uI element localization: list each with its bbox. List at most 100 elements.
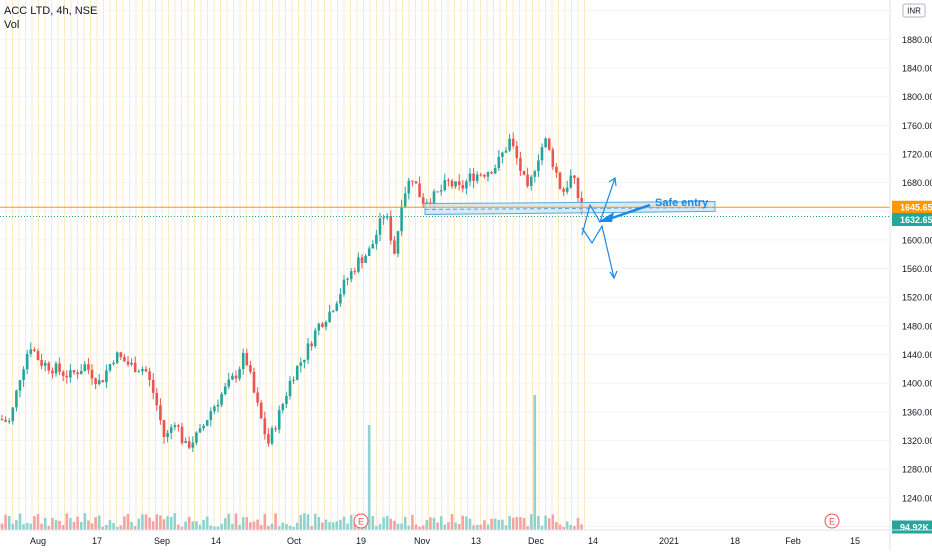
candle xyxy=(72,370,76,373)
volume-bar xyxy=(367,425,371,530)
volume-bar xyxy=(36,514,40,530)
volume-bar xyxy=(519,517,522,530)
volume-bar xyxy=(414,524,418,530)
volume-bar xyxy=(216,526,220,530)
volume-bar xyxy=(349,514,353,530)
candle xyxy=(324,322,328,327)
volume-bar xyxy=(429,517,432,530)
candle xyxy=(220,394,223,405)
candle xyxy=(227,379,231,387)
x-tick-label: Sep xyxy=(154,536,170,546)
candle xyxy=(191,442,195,448)
volume-bar xyxy=(285,523,288,530)
x-tick-label: Feb xyxy=(785,536,801,546)
candle xyxy=(565,187,569,192)
volume-bar xyxy=(51,517,54,530)
candle xyxy=(321,323,324,327)
zone-midline xyxy=(424,206,716,210)
volume-bar xyxy=(533,395,537,530)
volume-bar xyxy=(144,514,148,530)
volume-bar xyxy=(119,525,123,530)
x-tick-label: Aug xyxy=(30,536,46,546)
earnings-letter: E xyxy=(358,517,364,527)
y-tick-label: 1840.00 xyxy=(902,64,932,74)
chart-title[interactable]: ACC LTD, 4h, NSE xyxy=(4,5,98,17)
x-tick-label: 2021 xyxy=(659,536,679,546)
volume-bar xyxy=(443,524,447,530)
volume-bar xyxy=(47,525,51,530)
volume-bar xyxy=(76,516,79,530)
candle xyxy=(252,371,256,393)
x-tick-label: 15 xyxy=(850,536,860,546)
candle xyxy=(87,364,90,370)
candle xyxy=(479,174,483,176)
volume-bar xyxy=(7,516,11,530)
down-arrow xyxy=(581,224,615,279)
y-tick-label: 1520.00 xyxy=(902,293,932,303)
candle xyxy=(468,173,472,182)
volume-bar xyxy=(126,513,130,530)
candle xyxy=(0,418,4,420)
candle xyxy=(198,428,202,433)
candle xyxy=(105,370,108,383)
candle xyxy=(29,349,33,354)
volume-bar xyxy=(457,524,461,530)
candle xyxy=(54,363,58,374)
level-price-label: 1645.65 xyxy=(900,203,932,213)
candle xyxy=(450,180,454,187)
earnings-circle xyxy=(353,513,369,529)
volume-bar xyxy=(11,523,15,530)
candle xyxy=(526,174,529,186)
y-tick-label: 1440.00 xyxy=(902,350,932,360)
candle xyxy=(551,149,555,167)
volume-bars xyxy=(0,395,583,530)
candle xyxy=(123,357,126,362)
pointer-arrow xyxy=(611,203,651,220)
y-tick-label: 1680.00 xyxy=(902,178,932,188)
volume-bar xyxy=(497,519,501,530)
candle xyxy=(65,375,69,378)
volume-bar xyxy=(180,526,184,530)
candle xyxy=(447,180,450,182)
candle xyxy=(544,138,547,148)
y-tick-label: 1240.00 xyxy=(902,493,932,503)
volume-bar xyxy=(313,513,317,530)
volume-bar xyxy=(184,521,187,530)
volume-bar xyxy=(400,523,403,530)
volume-bar xyxy=(493,518,497,530)
y-tick-label: 1560.00 xyxy=(902,264,932,274)
candle xyxy=(501,152,504,157)
candle xyxy=(112,362,115,365)
volume-bar xyxy=(223,518,227,530)
candle xyxy=(151,379,155,393)
candle xyxy=(393,240,396,254)
candle xyxy=(349,271,353,280)
volume-bar xyxy=(94,517,97,530)
volume-bar xyxy=(130,521,133,530)
candle xyxy=(573,175,576,178)
candle xyxy=(537,160,540,172)
candle xyxy=(108,364,112,371)
volume-bar xyxy=(317,517,321,530)
volume-bar xyxy=(555,522,558,530)
volume-bar xyxy=(540,525,544,530)
candle xyxy=(353,271,357,273)
volume-bar xyxy=(454,522,457,530)
x-axis: Aug 17 Sep 14 Oct 19 Nov 13 Dec 14 2021 18 Feb 15 xyxy=(30,536,860,546)
volume-bar xyxy=(547,518,551,530)
candle xyxy=(317,323,321,331)
x-tick-label: Oct xyxy=(287,536,302,546)
volume-bar xyxy=(544,515,547,530)
candle xyxy=(346,279,349,281)
volume-bar xyxy=(112,522,115,530)
volume-bar xyxy=(133,526,137,530)
candle xyxy=(328,311,331,323)
volume-label[interactable]: Vol xyxy=(4,19,20,31)
y-axis: 1880.00 1840.00 1800.00 1760.00 1720.00 1680.… xyxy=(902,35,932,503)
candle xyxy=(245,352,249,366)
volume-bar xyxy=(241,517,245,530)
candle xyxy=(576,177,580,199)
volume-bar xyxy=(425,520,429,530)
candle xyxy=(187,441,191,448)
